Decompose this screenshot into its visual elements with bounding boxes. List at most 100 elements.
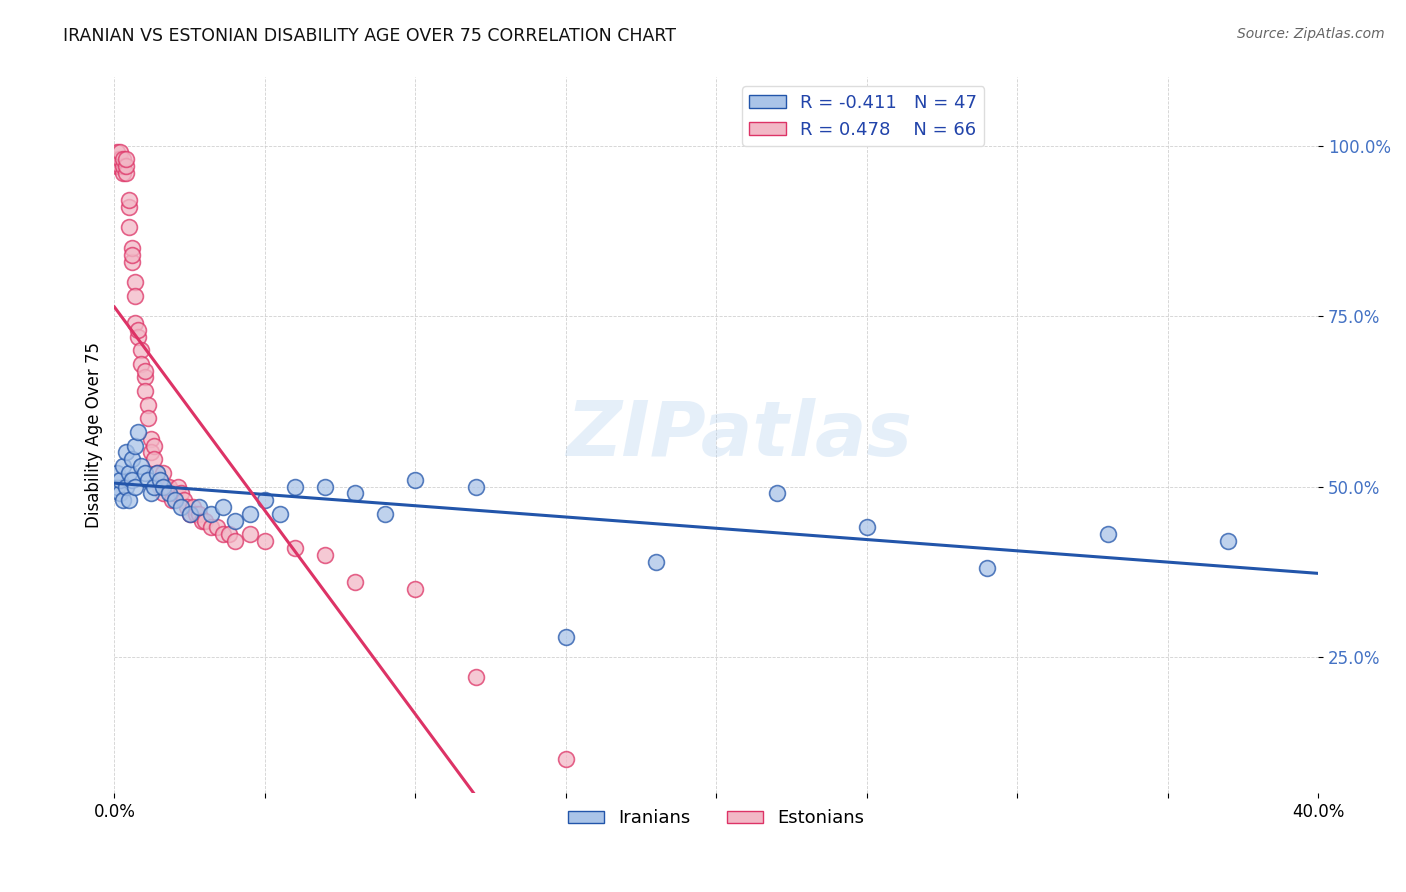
Point bbox=[121, 254, 143, 268]
Point bbox=[110, 159, 132, 173]
Point bbox=[211, 500, 233, 514]
Point bbox=[110, 145, 132, 160]
Point bbox=[134, 384, 156, 398]
Point bbox=[118, 220, 141, 235]
Point bbox=[374, 507, 396, 521]
Point bbox=[239, 527, 262, 541]
Point bbox=[157, 486, 180, 500]
Legend: Iranians, Estonians: Iranians, Estonians bbox=[561, 802, 872, 834]
Point bbox=[765, 486, 787, 500]
Point bbox=[121, 473, 143, 487]
Point bbox=[134, 466, 156, 480]
Point bbox=[115, 153, 138, 167]
Point bbox=[253, 534, 276, 549]
Point bbox=[253, 493, 276, 508]
Point bbox=[148, 479, 170, 493]
Point bbox=[1216, 534, 1239, 549]
Point bbox=[107, 153, 129, 167]
Point bbox=[139, 486, 162, 500]
Point bbox=[148, 473, 170, 487]
Point bbox=[112, 153, 135, 167]
Point bbox=[124, 439, 146, 453]
Point bbox=[107, 466, 129, 480]
Point bbox=[152, 486, 174, 500]
Point bbox=[155, 479, 177, 493]
Point bbox=[136, 411, 159, 425]
Point bbox=[142, 452, 165, 467]
Point bbox=[200, 507, 222, 521]
Point bbox=[136, 398, 159, 412]
Point bbox=[344, 574, 367, 589]
Point bbox=[134, 370, 156, 384]
Point bbox=[344, 486, 367, 500]
Point bbox=[136, 473, 159, 487]
Point bbox=[121, 452, 143, 467]
Point bbox=[269, 507, 291, 521]
Point bbox=[404, 582, 426, 596]
Text: ZIPatlas: ZIPatlas bbox=[568, 399, 914, 473]
Point bbox=[163, 486, 186, 500]
Point bbox=[314, 479, 336, 493]
Point bbox=[239, 507, 262, 521]
Point bbox=[115, 166, 138, 180]
Point bbox=[314, 548, 336, 562]
Point bbox=[115, 479, 138, 493]
Point bbox=[1097, 527, 1119, 541]
Point bbox=[107, 145, 129, 160]
Point bbox=[211, 527, 233, 541]
Point bbox=[124, 275, 146, 289]
Point bbox=[127, 329, 149, 343]
Point bbox=[179, 507, 201, 521]
Point bbox=[464, 479, 486, 493]
Point bbox=[131, 459, 153, 474]
Point bbox=[224, 514, 246, 528]
Point bbox=[118, 493, 141, 508]
Point bbox=[152, 479, 174, 493]
Point bbox=[110, 153, 132, 167]
Point bbox=[112, 159, 135, 173]
Point bbox=[181, 500, 204, 514]
Point bbox=[645, 555, 668, 569]
Point bbox=[107, 479, 129, 493]
Point bbox=[118, 193, 141, 207]
Point bbox=[284, 541, 307, 555]
Point bbox=[404, 473, 426, 487]
Point bbox=[160, 493, 183, 508]
Point bbox=[184, 507, 207, 521]
Point bbox=[976, 561, 998, 575]
Point bbox=[284, 479, 307, 493]
Point bbox=[187, 507, 209, 521]
Point bbox=[166, 479, 188, 493]
Point bbox=[112, 493, 135, 508]
Point bbox=[152, 466, 174, 480]
Text: IRANIAN VS ESTONIAN DISABILITY AGE OVER 75 CORRELATION CHART: IRANIAN VS ESTONIAN DISABILITY AGE OVER … bbox=[63, 27, 676, 45]
Y-axis label: Disability Age Over 75: Disability Age Over 75 bbox=[86, 343, 103, 528]
Point bbox=[127, 323, 149, 337]
Point bbox=[124, 288, 146, 302]
Point bbox=[145, 466, 167, 480]
Point bbox=[121, 248, 143, 262]
Point bbox=[139, 445, 162, 459]
Point bbox=[124, 316, 146, 330]
Point bbox=[134, 363, 156, 377]
Point bbox=[127, 425, 149, 439]
Point bbox=[224, 534, 246, 549]
Point bbox=[200, 520, 222, 534]
Point bbox=[856, 520, 879, 534]
Point bbox=[115, 445, 138, 459]
Point bbox=[179, 507, 201, 521]
Point bbox=[157, 479, 180, 493]
Point bbox=[173, 493, 195, 508]
Point bbox=[190, 514, 212, 528]
Point bbox=[194, 514, 217, 528]
Point bbox=[118, 200, 141, 214]
Point bbox=[112, 166, 135, 180]
Point bbox=[110, 473, 132, 487]
Point bbox=[121, 241, 143, 255]
Point bbox=[131, 357, 153, 371]
Point bbox=[163, 493, 186, 508]
Point bbox=[148, 473, 170, 487]
Point bbox=[145, 466, 167, 480]
Point bbox=[554, 630, 576, 644]
Point bbox=[118, 466, 141, 480]
